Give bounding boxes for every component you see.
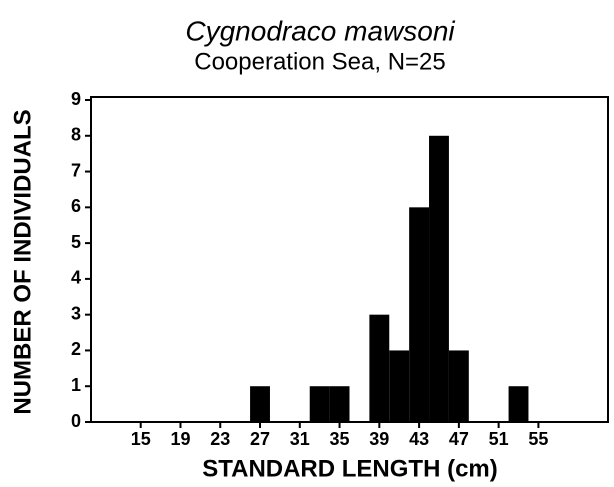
y-tick-label: 8 [71,125,81,145]
x-tick-label: 51 [489,429,509,449]
x-tick-label: 43 [409,429,429,449]
x-tick-label: 55 [528,429,548,449]
y-axis-label: NUMBER OF INDIVIDUALS [9,109,36,414]
bar [250,386,270,422]
x-tick-label: 31 [290,429,310,449]
y-tick-label: 6 [71,196,81,216]
x-tick-label: 23 [210,429,230,449]
y-tick-label: 4 [71,268,81,288]
bar [309,386,330,422]
bar [448,350,469,422]
bar [389,350,410,422]
y-tick-label: 7 [71,160,81,180]
x-tick-label: 19 [170,429,190,449]
x-tick-label: 27 [250,429,270,449]
bar [329,386,350,422]
bar [409,207,430,422]
y-tick-label: 5 [71,232,81,252]
y-tick-label: 2 [71,339,81,359]
x-tick-label: 35 [330,429,350,449]
y-tick-label: 0 [71,411,81,431]
chart-subtitle: Cooperation Sea, N=25 [194,48,446,75]
y-tick-label: 3 [71,303,81,323]
y-tick-label: 1 [71,375,81,395]
chart-title: Cygnodraco mawsoni [185,15,455,46]
bar [508,386,529,422]
y-tick-label: 9 [71,89,81,109]
x-axis-label: STANDARD LENGTH (cm) [202,455,498,482]
x-tick-label: 47 [449,429,469,449]
bar [429,135,449,422]
bar [369,314,390,422]
x-tick-label: 15 [131,429,151,449]
plot-frame [90,96,609,423]
x-tick-label: 39 [369,429,389,449]
